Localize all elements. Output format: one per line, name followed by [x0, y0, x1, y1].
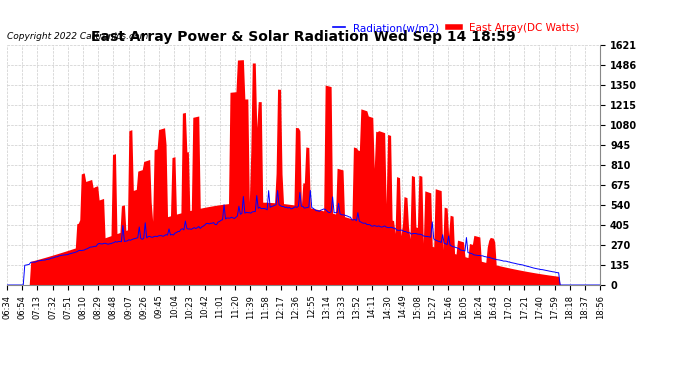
Text: Copyright 2022 Cartronics.com: Copyright 2022 Cartronics.com	[7, 32, 148, 41]
Title: East Array Power & Solar Radiation Wed Sep 14 18:59: East Array Power & Solar Radiation Wed S…	[91, 30, 516, 44]
Legend: Radiation(w/m2), East Array(DC Watts): Radiation(w/m2), East Array(DC Watts)	[328, 19, 583, 38]
